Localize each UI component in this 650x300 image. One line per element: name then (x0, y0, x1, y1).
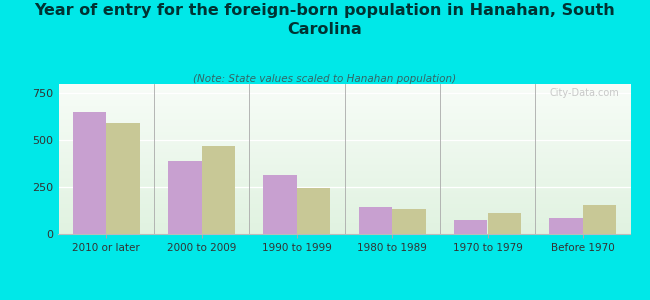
Bar (488, 213, 521, 234)
Text: (Note: State values scaled to Hanahan population): (Note: State values scaled to Hanahan po… (194, 74, 456, 83)
Bar (297, 188, 330, 234)
Bar (392, 209, 426, 234)
Text: Year of entry for the foreign-born population in Hanahan, South
Carolina: Year of entry for the foreign-born popul… (34, 3, 616, 37)
Bar (73, 112, 106, 234)
Legend: Hanahan, South Carolina: Hanahan, South Carolina (235, 297, 454, 300)
Bar (583, 205, 616, 234)
Bar (168, 161, 202, 234)
Text: City-Data.com: City-Data.com (549, 88, 619, 98)
Bar (202, 146, 235, 234)
Bar (549, 218, 583, 234)
Bar (454, 220, 488, 234)
Bar (359, 207, 392, 234)
Bar (106, 123, 140, 234)
Bar (263, 175, 297, 234)
